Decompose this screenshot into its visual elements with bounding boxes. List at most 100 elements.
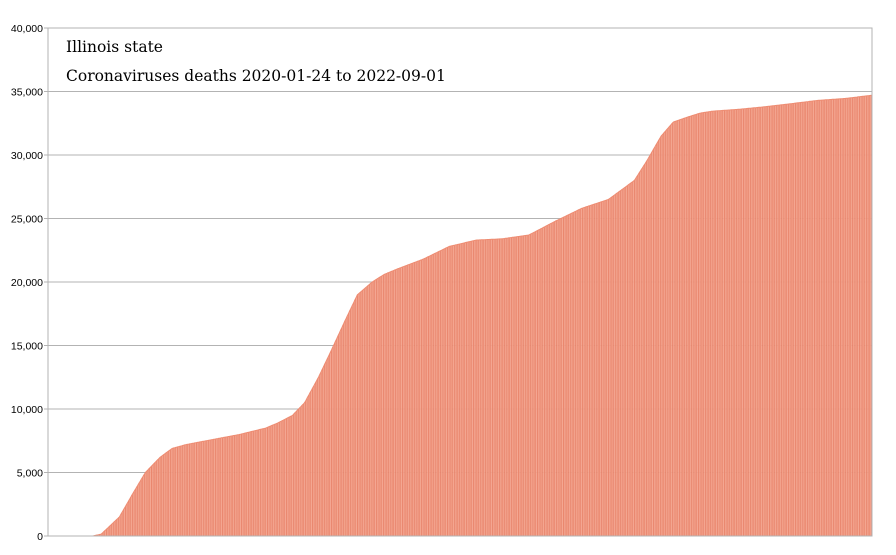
data-bar (759, 107, 761, 536)
data-bar (588, 206, 590, 537)
data-bar (616, 193, 618, 536)
data-bar (331, 349, 333, 536)
data-bar (822, 100, 824, 537)
data-bar (775, 105, 777, 536)
data-bar (633, 181, 635, 537)
data-bar (399, 267, 401, 536)
data-bar (489, 239, 491, 536)
data-bar (254, 430, 256, 536)
data-bar (751, 108, 753, 536)
data-bar (178, 446, 180, 536)
data-bar (537, 230, 539, 537)
data-bar (577, 210, 579, 536)
data-bar (737, 109, 739, 536)
data-bar (738, 109, 740, 536)
data-bar (322, 368, 324, 536)
data-bar (440, 250, 442, 536)
data-bar (564, 216, 566, 536)
data-bar (353, 301, 355, 536)
data-bar (217, 438, 219, 536)
data-bar (850, 97, 852, 537)
data-bar (552, 222, 554, 536)
data-bar (634, 179, 636, 537)
data-bar (267, 426, 269, 536)
data-bar (224, 437, 226, 536)
data-bar (509, 237, 511, 536)
data-bar (138, 484, 140, 536)
data-bar (433, 254, 435, 536)
data-bar (792, 103, 794, 537)
data-bar (810, 101, 812, 537)
data-bar (388, 272, 390, 536)
data-bar (137, 485, 139, 536)
data-bar (338, 333, 340, 536)
data-bar (198, 442, 200, 536)
data-bar (104, 530, 106, 536)
data-bar (449, 246, 451, 537)
data-bar (826, 99, 828, 536)
data-bar (730, 109, 732, 536)
data-bar (698, 113, 700, 537)
data-bar (698, 113, 700, 536)
data-bar (767, 106, 769, 537)
data-bar (807, 101, 809, 537)
data-bar (404, 266, 406, 536)
data-bar (783, 104, 785, 537)
data-bar (754, 107, 756, 536)
data-bar (661, 134, 663, 536)
data-bar (289, 416, 291, 536)
data-bar (247, 432, 249, 536)
data-bar (364, 287, 366, 536)
data-bar (608, 198, 610, 536)
area-outline (48, 94, 872, 537)
data-bar (651, 152, 653, 536)
data-bar (227, 436, 229, 536)
data-bar (211, 439, 213, 536)
data-bar (655, 144, 657, 536)
data-bar (529, 234, 531, 536)
data-bar (831, 99, 833, 536)
data-bar (755, 107, 757, 537)
data-bar (297, 409, 299, 536)
data-bar (349, 311, 351, 536)
data-bar (296, 410, 298, 536)
data-bar (375, 279, 377, 536)
data-bar (568, 214, 570, 536)
data-bar (513, 237, 515, 536)
data-bar (164, 453, 166, 536)
y-tick-label: 40,000 (11, 23, 43, 35)
data-bar (674, 121, 676, 536)
data-bar (708, 111, 710, 536)
data-bar (292, 414, 294, 536)
data-bar (368, 284, 370, 536)
data-bar (769, 106, 771, 536)
data-bar (746, 108, 748, 537)
data-bar (215, 438, 217, 536)
data-bar (437, 251, 439, 536)
data-bar (179, 446, 181, 536)
data-bar (858, 96, 860, 536)
data-bar (259, 429, 261, 536)
data-bar (341, 327, 343, 536)
data-bar (686, 117, 688, 536)
data-bar (281, 420, 283, 536)
data-bar (650, 153, 652, 536)
data-bar (483, 239, 485, 536)
data-bar (852, 97, 854, 536)
data-bar (701, 112, 703, 536)
data-bar (590, 205, 592, 536)
data-bar (490, 239, 492, 536)
data-bar (163, 454, 165, 536)
data-bar (756, 107, 758, 536)
data-bar (864, 96, 866, 536)
data-bar (600, 202, 602, 536)
data-bar (705, 112, 707, 536)
data-bar (495, 239, 497, 536)
data-bar (512, 237, 514, 536)
data-bar (303, 403, 305, 536)
data-bar (161, 455, 163, 536)
data-bar (471, 241, 473, 537)
data-bar (592, 204, 594, 537)
data-bar (177, 446, 179, 536)
data-bar (383, 274, 385, 536)
